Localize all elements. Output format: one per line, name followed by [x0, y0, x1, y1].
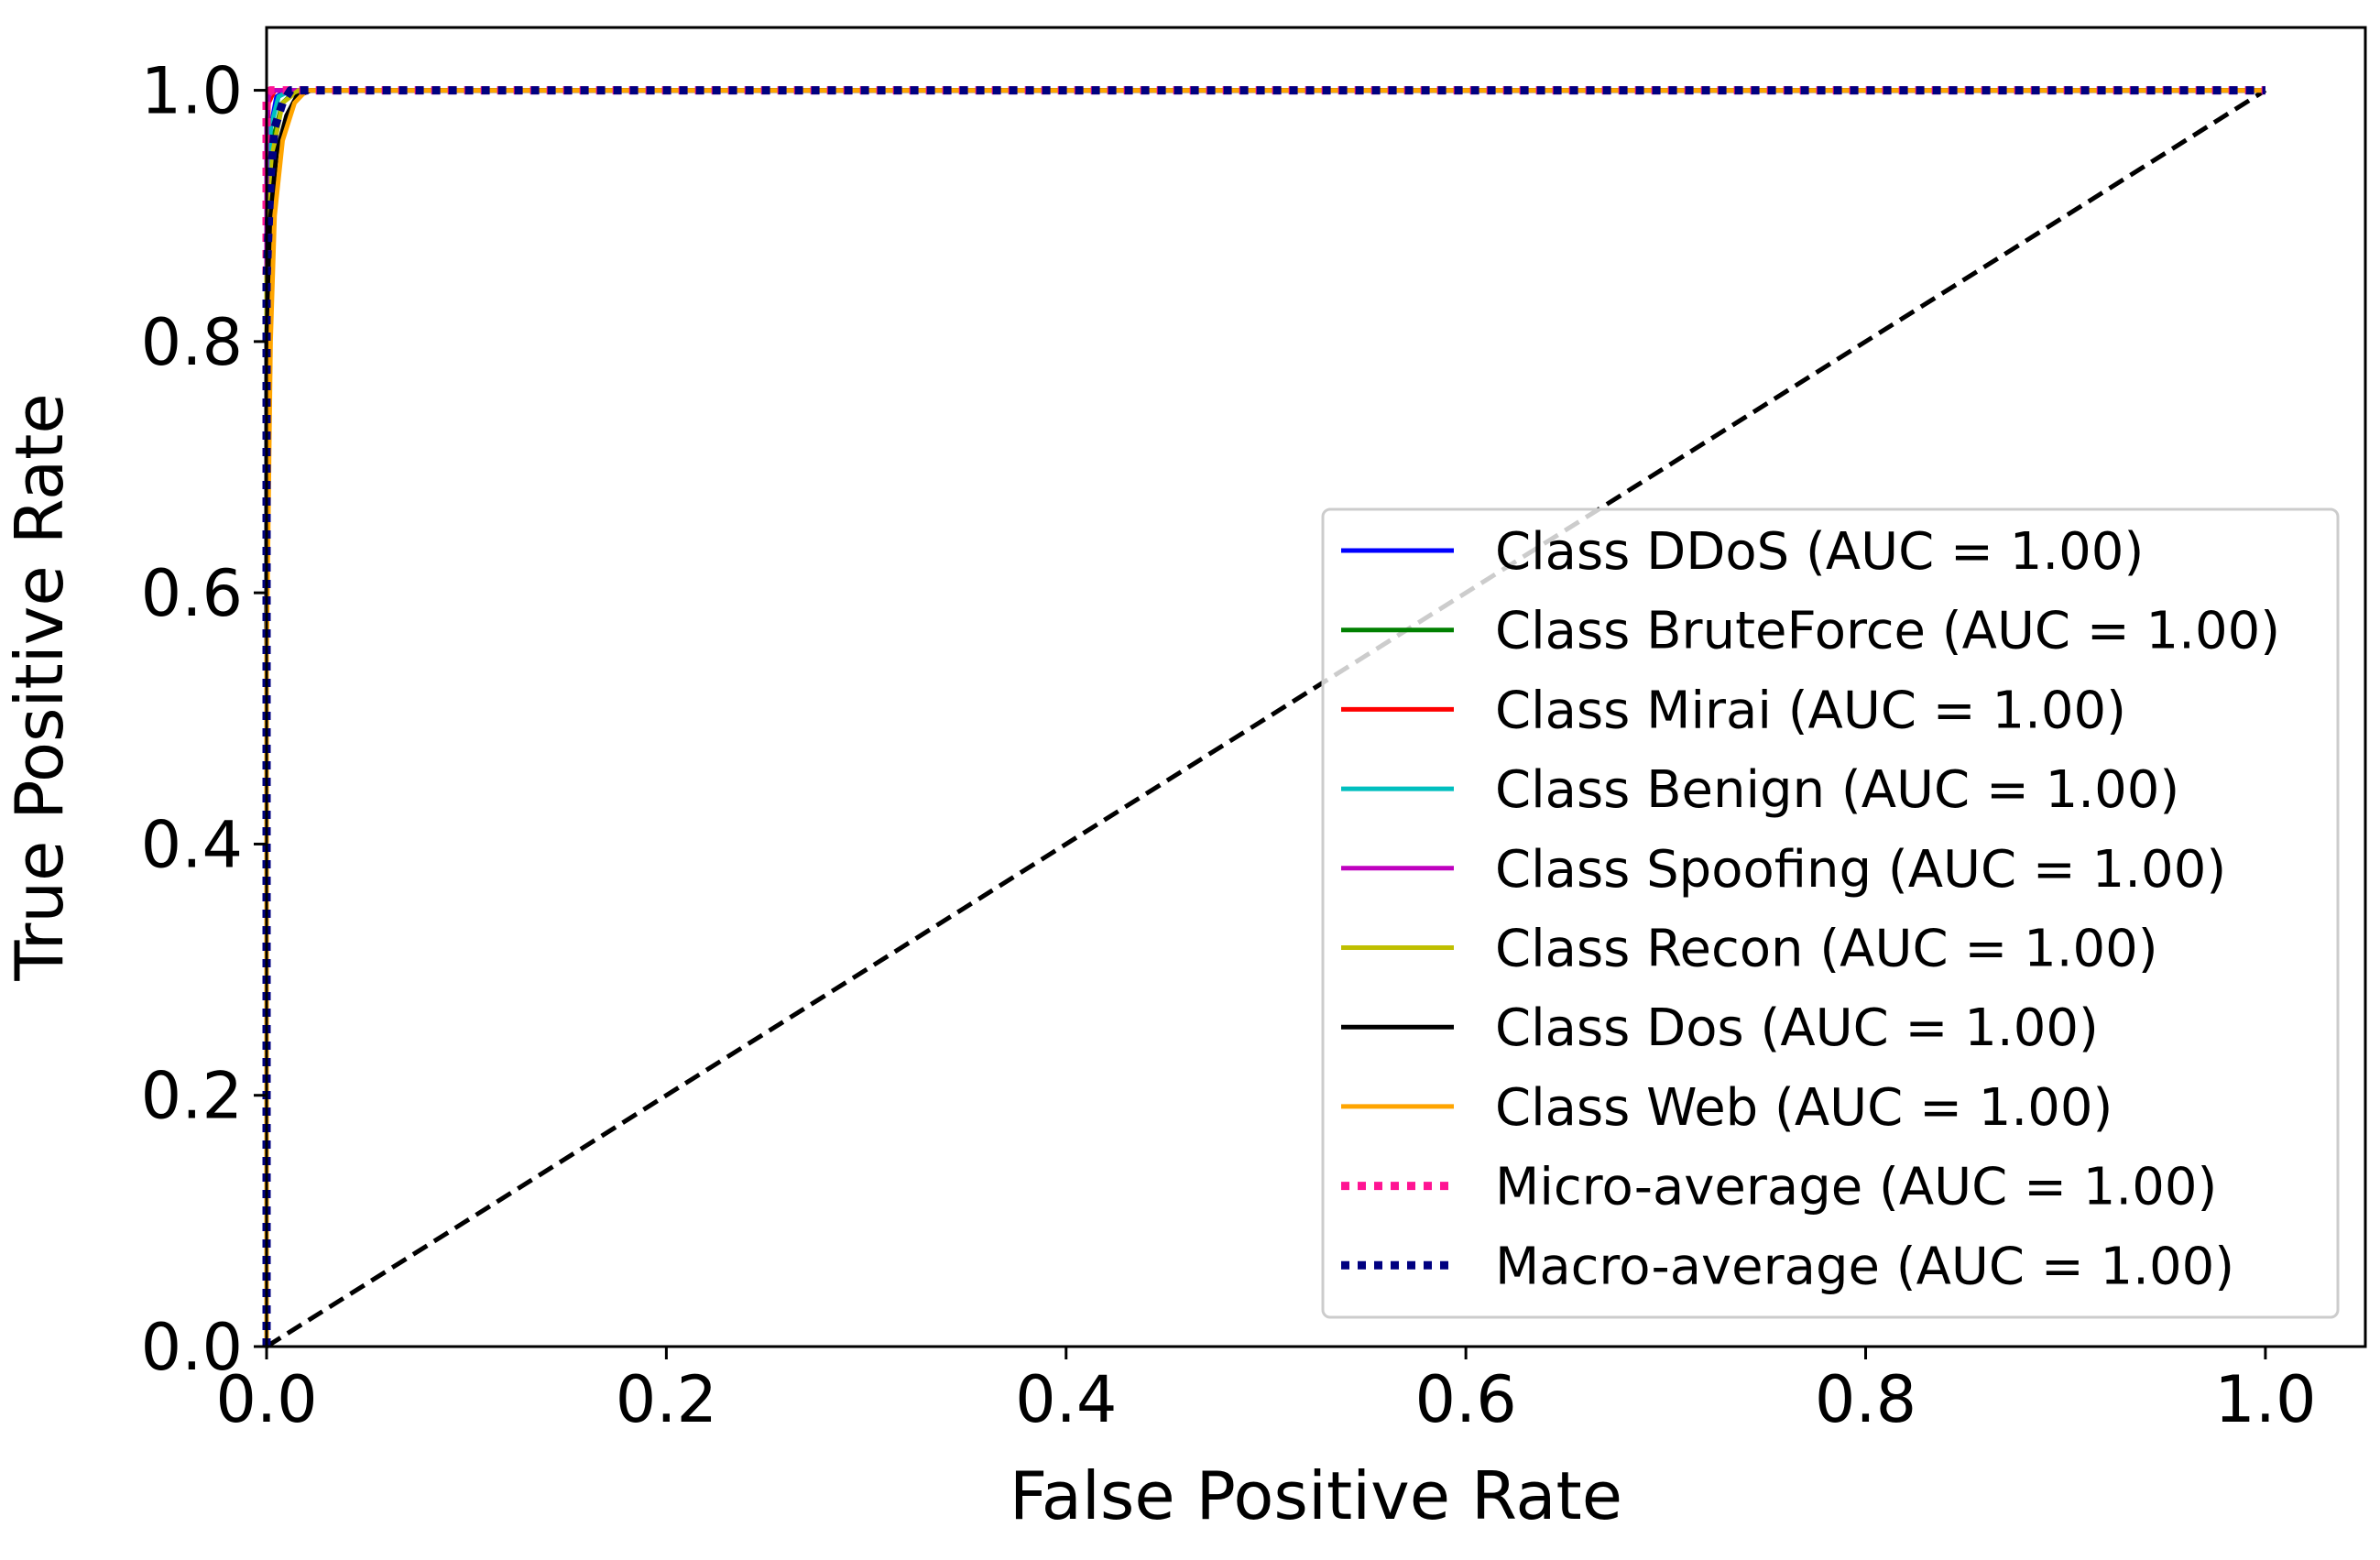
x-tick-label: 0.2 [616, 1362, 717, 1437]
x-tick-label: 0.0 [215, 1362, 317, 1437]
series-line-8 [262, 86, 2265, 1347]
legend: Class DDoS (AUC = 1.00) Class BruteForce … [1321, 507, 2340, 1319]
y-tick-label: 0.0 [141, 1310, 243, 1385]
x-tick-label: 0.4 [1015, 1362, 1117, 1437]
y-tick-label: 1.0 [141, 54, 243, 129]
legend-box [1321, 507, 2340, 1319]
plot-frame [265, 26, 2367, 1348]
legend-entry-label: Macro-average (AUC = 1.00) [1495, 1237, 2234, 1296]
x-tick-label: 0.8 [1815, 1362, 1916, 1437]
x-axis-label: False Positive Rate [1010, 1457, 1622, 1534]
x-axis-ticks: 0.0 0.2 0.4 0.6 0.8 1.0 [215, 1347, 2317, 1437]
y-tick-label: 0.4 [141, 807, 243, 882]
legend-entry-label: Class Recon (AUC = 1.00) [1495, 920, 2158, 979]
legend-entry-label: Class Web (AUC = 1.00) [1495, 1078, 2113, 1138]
y-tick-label: 0.6 [141, 556, 243, 631]
series-line-9 [262, 86, 2265, 1347]
y-tick-label: 0.2 [141, 1059, 243, 1134]
legend-entry-label: Micro-average (AUC = 1.00) [1495, 1158, 2217, 1217]
x-tick-label: 1.0 [2214, 1362, 2316, 1437]
x-tick-label: 0.6 [1414, 1362, 1516, 1437]
legend-entry-label: Class Benign (AUC = 1.00) [1495, 760, 2179, 820]
y-axis-label: True Positive Rate [1, 393, 78, 981]
legend-entry-label: Class Dos (AUC = 1.00) [1495, 998, 2099, 1058]
reference-diagonal-line [265, 88, 2267, 1349]
y-tick-label: 0.8 [141, 305, 243, 380]
legend-entry-label: Class Spoofing (AUC = 1.00) [1495, 840, 2226, 900]
legend-entry-label: Class Mirai (AUC = 1.00) [1495, 681, 2126, 740]
legend-entry-label: Class DDoS (AUC = 1.00) [1495, 522, 2144, 582]
legend-entry-label: Class BruteForce (AUC = 1.00) [1495, 602, 2280, 661]
y-axis-ticks: 0.0 0.2 0.4 0.6 0.8 1.0 [141, 54, 267, 1385]
